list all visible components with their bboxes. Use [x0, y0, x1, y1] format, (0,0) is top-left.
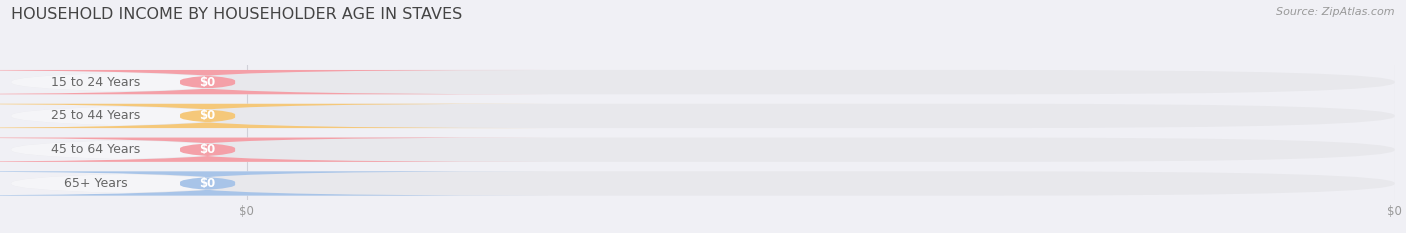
Text: 15 to 24 Years: 15 to 24 Years [51, 76, 141, 89]
Text: 25 to 44 Years: 25 to 44 Years [51, 110, 141, 122]
Text: $0: $0 [200, 76, 215, 89]
FancyBboxPatch shape [0, 104, 413, 128]
Text: $0: $0 [200, 177, 215, 190]
Text: $0: $0 [200, 143, 215, 156]
FancyBboxPatch shape [0, 137, 413, 162]
FancyBboxPatch shape [0, 70, 547, 94]
FancyBboxPatch shape [11, 171, 1395, 196]
FancyBboxPatch shape [0, 171, 547, 196]
Text: 65+ Years: 65+ Years [63, 177, 128, 190]
Text: Source: ZipAtlas.com: Source: ZipAtlas.com [1277, 7, 1395, 17]
FancyBboxPatch shape [11, 104, 1395, 128]
FancyBboxPatch shape [11, 137, 1395, 162]
FancyBboxPatch shape [0, 171, 413, 196]
Text: 45 to 64 Years: 45 to 64 Years [51, 143, 141, 156]
FancyBboxPatch shape [0, 104, 547, 128]
FancyBboxPatch shape [0, 137, 547, 162]
FancyBboxPatch shape [11, 70, 1395, 94]
FancyBboxPatch shape [0, 70, 413, 94]
Text: HOUSEHOLD INCOME BY HOUSEHOLDER AGE IN STAVES: HOUSEHOLD INCOME BY HOUSEHOLDER AGE IN S… [11, 7, 463, 22]
Text: $0: $0 [200, 110, 215, 122]
